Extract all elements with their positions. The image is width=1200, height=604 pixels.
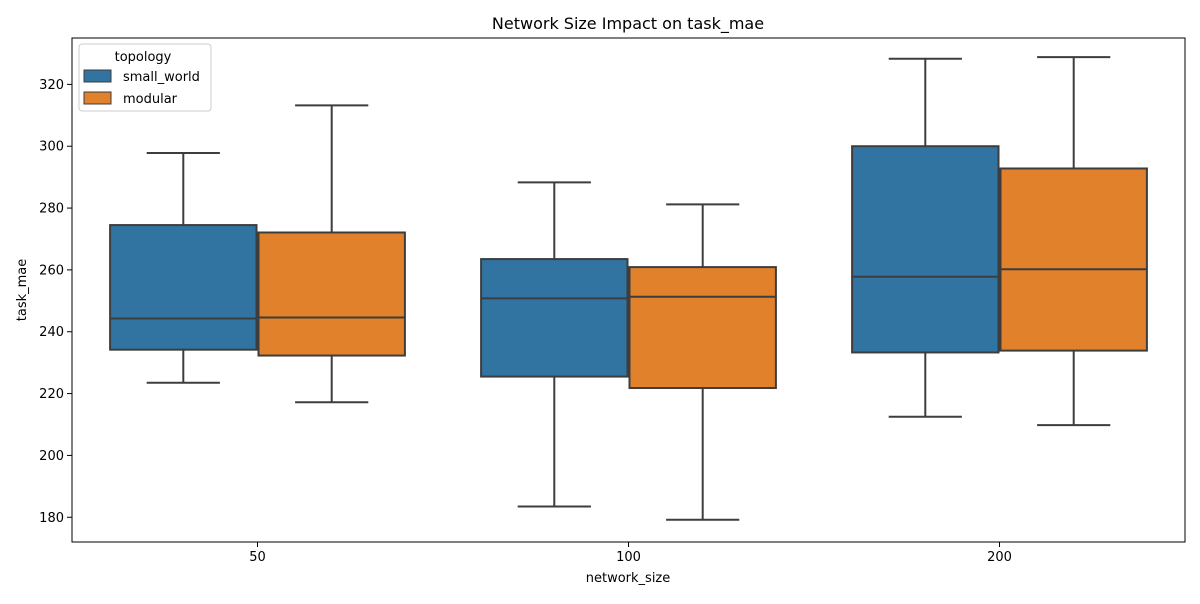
legend-label-small_world: small_world <box>123 70 200 85</box>
iqr-box <box>480 258 629 378</box>
y-tick-label: 280 <box>39 202 64 217</box>
y-axis-label: task_mae <box>15 259 30 322</box>
x-tick-label: 100 <box>616 550 641 565</box>
box-modular-50 <box>257 104 406 404</box>
iqr-box <box>109 224 258 351</box>
chart-title: Network Size Impact on task_mae <box>492 14 764 34</box>
box-small_world-200 <box>851 57 1000 418</box>
box-small_world-50 <box>109 152 258 384</box>
y-tick-label: 300 <box>39 140 64 155</box>
iqr-box <box>999 167 1148 352</box>
plot-area <box>109 56 1148 521</box>
y-tick-label: 320 <box>39 78 64 93</box>
iqr-box <box>257 231 406 357</box>
legend-title: topology <box>115 50 172 65</box>
iqr-box <box>628 266 777 390</box>
x-axis: 50 100 200 <box>249 542 1012 565</box>
y-tick-label: 220 <box>39 387 64 402</box>
legend-frame <box>78 43 212 112</box>
x-tick-label: 200 <box>987 550 1012 565</box>
y-tick-label: 240 <box>39 325 64 340</box>
y-tick-label: 200 <box>39 449 64 464</box>
box-modular-200 <box>999 56 1148 427</box>
iqr-box <box>851 145 1000 354</box>
box-modular-100 <box>628 203 777 521</box>
legend-label-modular: modular <box>123 92 178 107</box>
y-tick-label: 260 <box>39 263 64 278</box>
legend-swatch-small_world <box>83 69 112 83</box>
x-tick-label: 50 <box>249 550 266 565</box>
y-tick-label: 180 <box>39 511 64 526</box>
y-axis: 180 200 220 240 260 280 300 320 <box>39 78 72 526</box>
x-axis-label: network_size <box>586 571 671 586</box>
box-small_world-100 <box>480 181 629 508</box>
legend-swatch-modular <box>83 91 112 105</box>
